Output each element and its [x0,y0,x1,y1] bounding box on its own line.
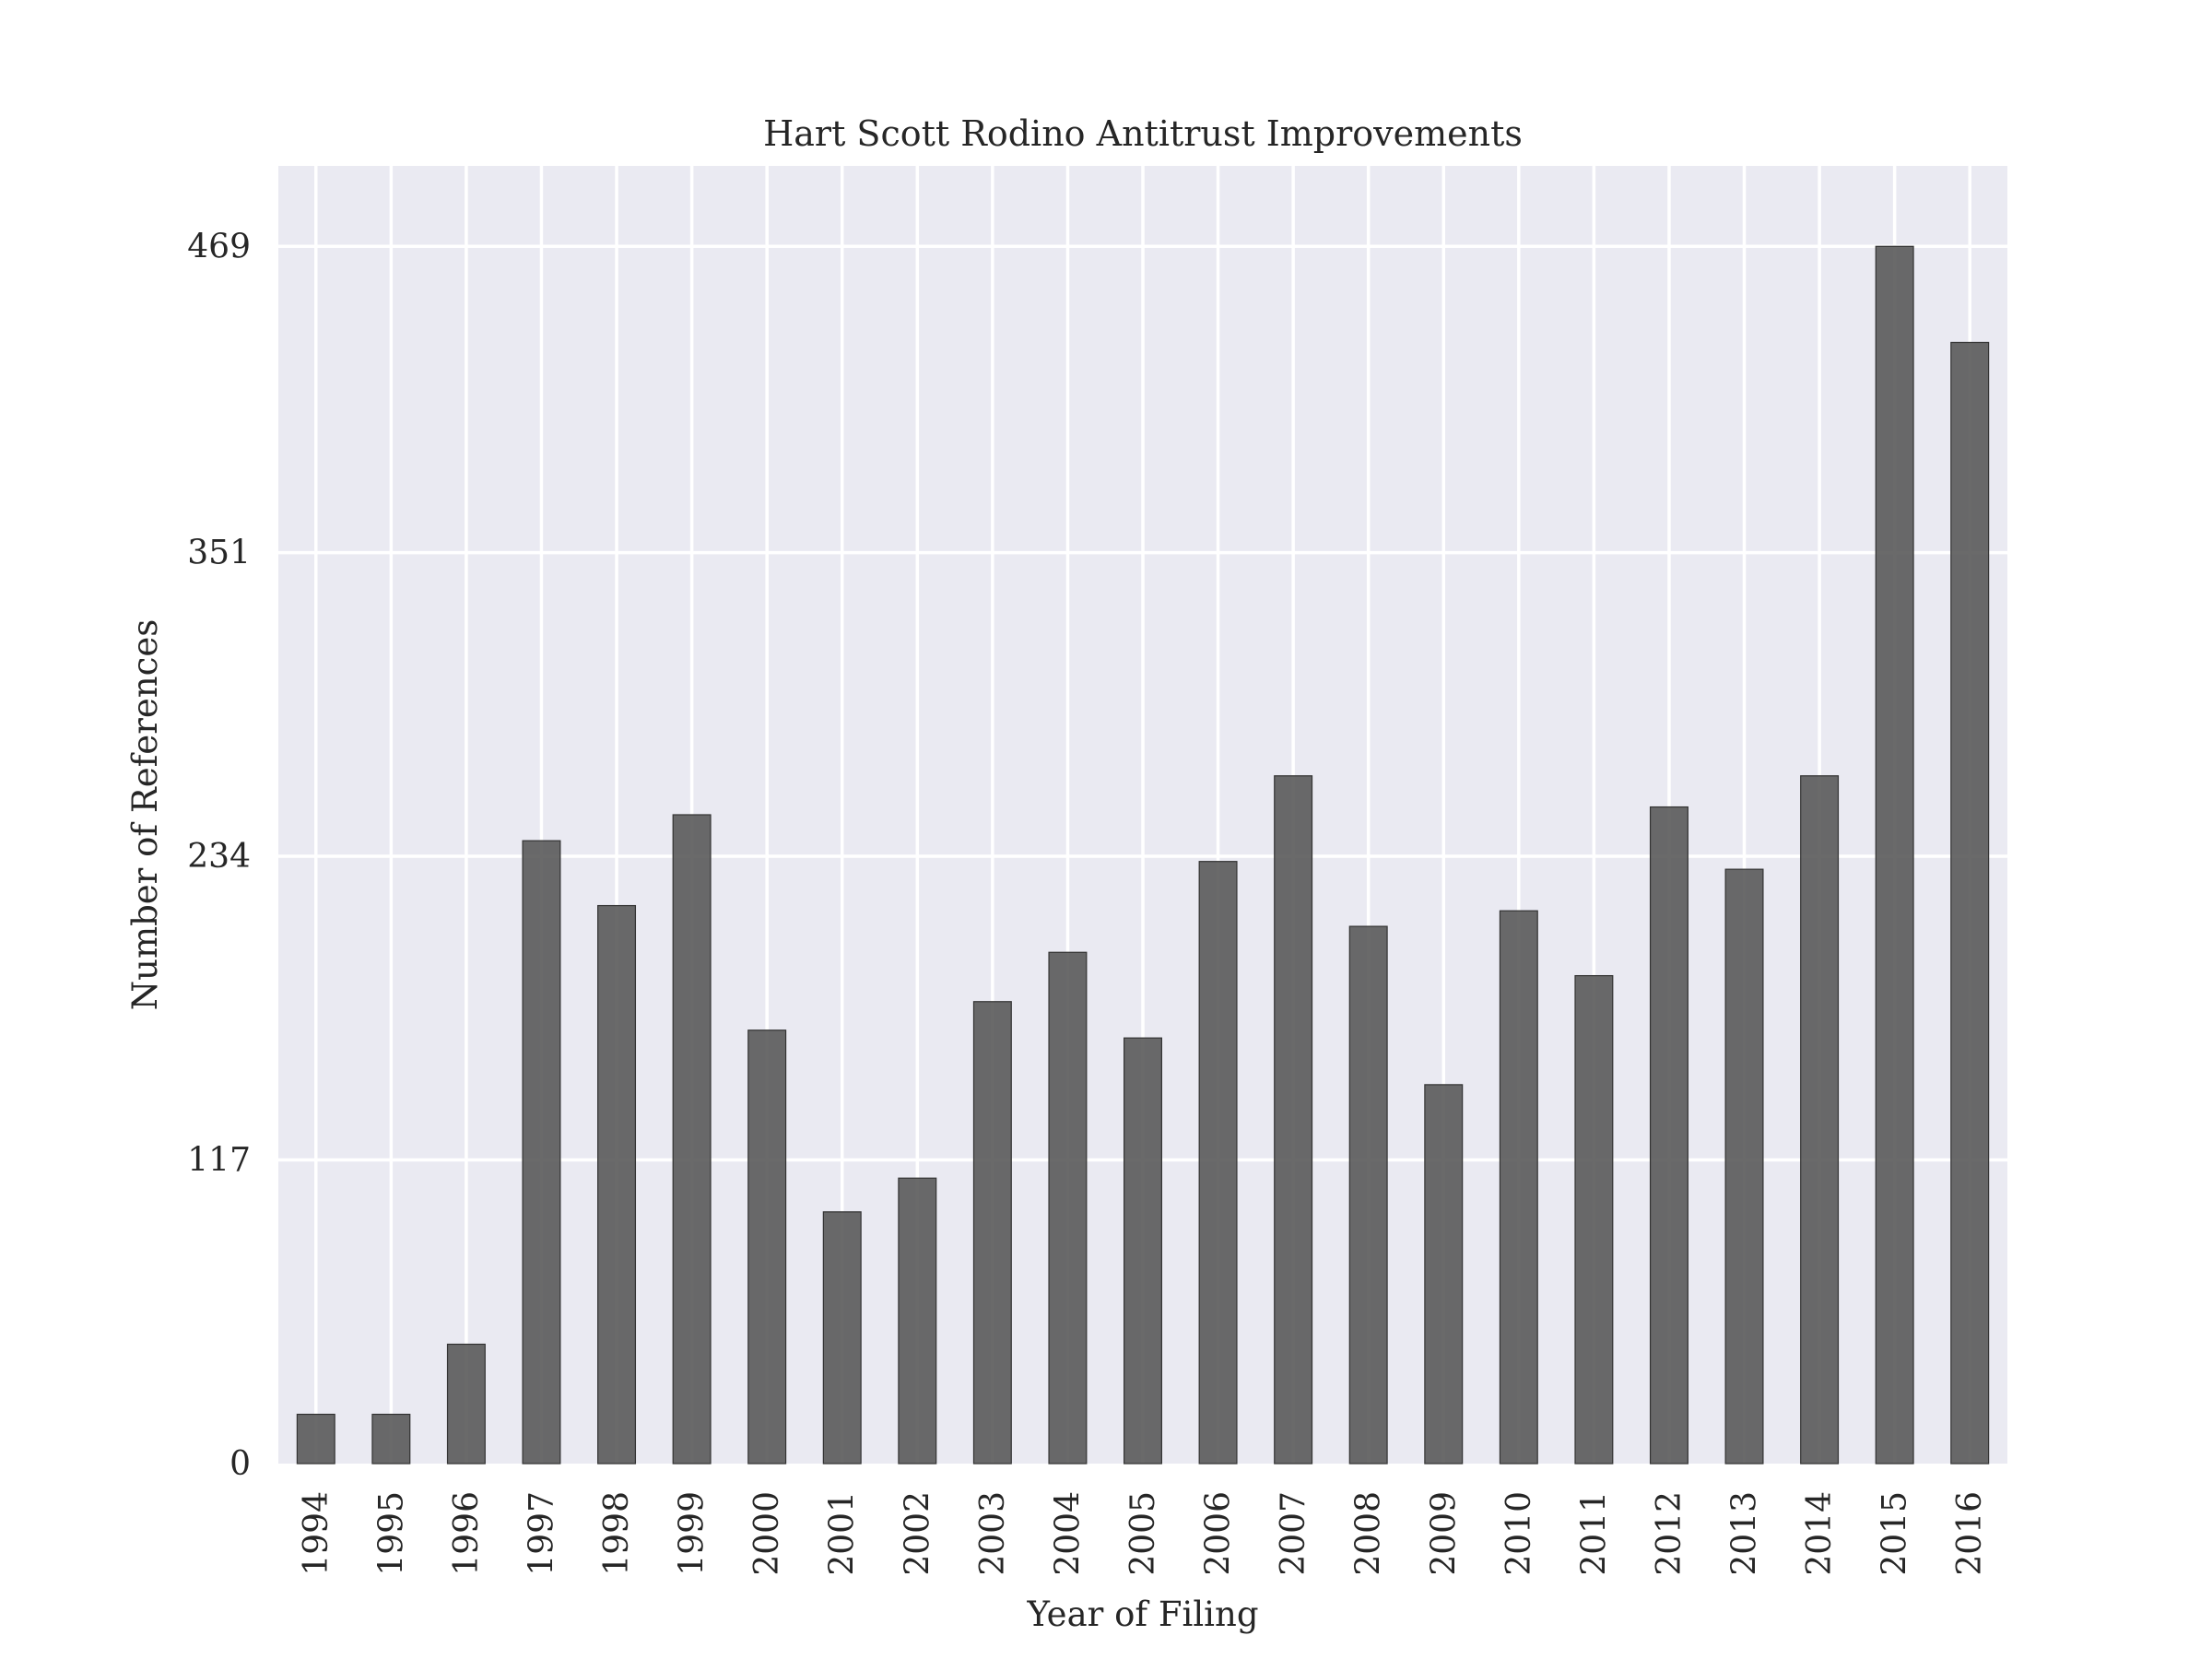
x-axis-label: Year of Filing [1026,1594,1258,1634]
x-tick-label: 2016 [1951,1491,1989,1576]
bar-1999 [672,814,712,1465]
x-tick-label: 2015 [1877,1491,1914,1576]
bar-2012 [1649,806,1688,1465]
bar-2000 [747,1030,787,1465]
y-tick-label: 234 [187,838,251,876]
bar-2015 [1875,245,1914,1465]
x-tick-label: 2001 [824,1491,862,1576]
x-tick-label: 2007 [1275,1491,1312,1576]
bar-2006 [1198,861,1238,1465]
bar-1994 [296,1413,335,1465]
x-tick-label: 1998 [598,1491,636,1576]
bar-2005 [1124,1037,1162,1465]
bar-2003 [972,1001,1012,1465]
bar-2001 [822,1211,862,1465]
bar-2007 [1274,775,1313,1465]
x-tick-labels: 1994 1995 1996 1997 1998 1999 2000 2001 2002 2003… [298,1491,1989,1576]
y-axis-label: Number of References [125,619,165,1010]
bar-2016 [1950,341,1990,1465]
bar-1996 [446,1343,486,1465]
x-tick-label: 2004 [1049,1491,1087,1576]
x-tick-label: 1999 [674,1491,712,1576]
x-tick-label: 2012 [1651,1491,1688,1576]
bar-2008 [1348,925,1388,1465]
x-tick-label: 2009 [1425,1491,1463,1576]
x-tick-label: 1996 [448,1491,486,1576]
bar-2011 [1574,974,1614,1465]
chart-title: Hart Scott Rodino Antitrust Improvements [763,113,1523,154]
x-tick-label: 2008 [1350,1491,1388,1576]
y-tick-label: 0 [229,1445,251,1483]
x-tick-label: 1994 [298,1491,335,1576]
bars [296,245,1990,1465]
x-tick-label: 2014 [1801,1491,1839,1576]
x-tick-label: 1995 [372,1491,410,1576]
bar-1995 [371,1413,411,1465]
bar-1998 [597,904,637,1465]
x-tick-label: 2011 [1575,1491,1613,1576]
bar-2002 [898,1177,937,1465]
y-tick-label: 351 [187,535,251,572]
x-tick-label: 2000 [748,1491,786,1576]
bar-2004 [1048,951,1088,1465]
bar-2014 [1800,775,1840,1465]
x-tick-label: 2005 [1124,1491,1162,1576]
bar-1997 [522,840,561,1465]
x-tick-label: 2002 [899,1491,936,1576]
y-tick-label: 117 [187,1142,251,1180]
x-tick-label: 2003 [974,1491,1012,1576]
x-tick-label: 2006 [1200,1491,1238,1576]
x-tick-label: 1997 [523,1491,560,1576]
bar-2013 [1724,868,1764,1465]
x-tick-label: 2010 [1500,1491,1538,1576]
bar-2010 [1499,910,1538,1465]
y-tick-labels: 0 117 234 351 469 [187,228,251,1483]
y-tick-label: 469 [187,228,251,265]
x-tick-label: 2013 [1726,1491,1764,1576]
bar-2009 [1424,1084,1464,1465]
